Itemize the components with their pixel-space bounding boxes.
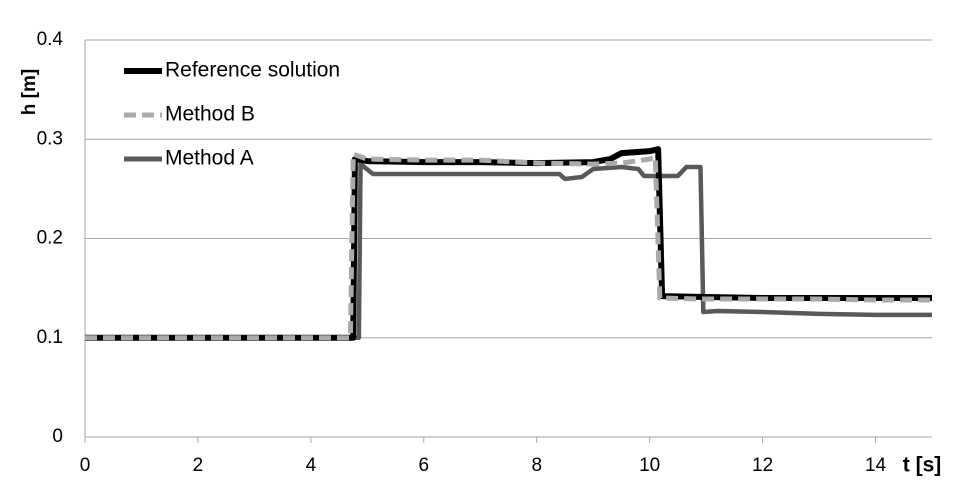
series-line (85, 146, 932, 341)
y-axis-label: h [m] (19, 69, 40, 115)
y-tick-label: 0.3 (37, 128, 63, 149)
x-axis-label: t [s] (903, 454, 942, 477)
legend-label: Method B (165, 103, 255, 126)
series-line (85, 161, 932, 340)
x-tick-label: 2 (193, 455, 204, 476)
y-tick-label: 0.4 (37, 29, 64, 50)
legend-label: Reference solution (165, 59, 340, 82)
x-tick-label: 10 (639, 455, 660, 476)
legend-label: Method A (165, 147, 254, 170)
x-tick-label: 12 (752, 455, 773, 476)
series-line (85, 151, 932, 341)
y-tick-label: 0 (52, 426, 63, 447)
x-tick-label: 14 (865, 455, 887, 476)
x-tick-label: 4 (306, 455, 317, 476)
x-tick-label: 8 (531, 455, 542, 476)
x-tick-label: 0 (80, 455, 91, 476)
y-tick-label: 0.1 (37, 327, 63, 348)
x-tick-label: 6 (419, 455, 430, 476)
y-tick-label: 0.2 (37, 228, 63, 249)
